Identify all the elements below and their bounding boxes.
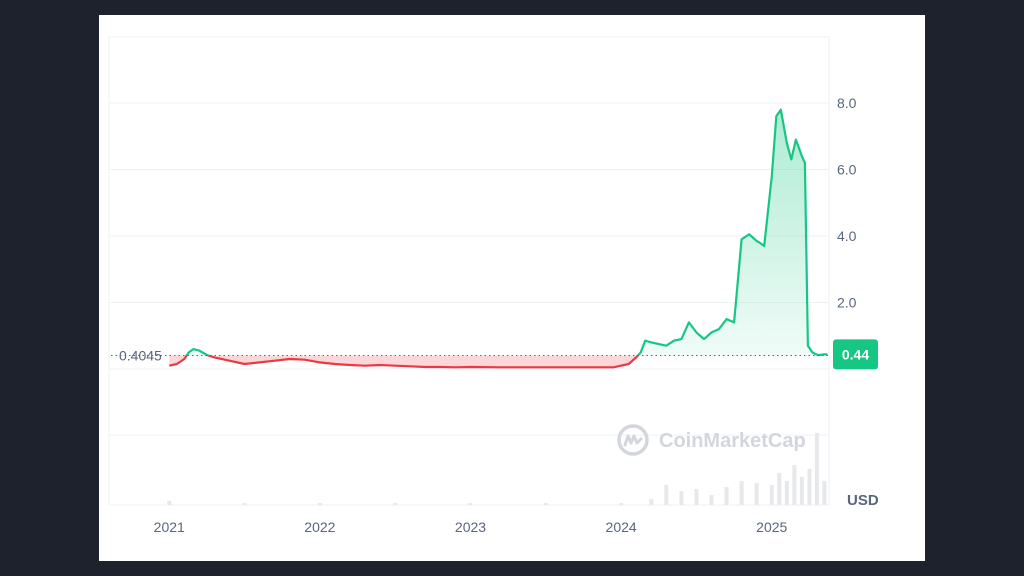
- volume-bar: [679, 491, 684, 505]
- current-price-badge: 0.44: [833, 339, 878, 370]
- x-axis: 2021 2022 2023 2024 2025: [154, 519, 788, 535]
- volume-bar: [468, 503, 473, 505]
- volume-bar: [739, 481, 744, 505]
- y-tick-label: 2.0: [837, 295, 857, 311]
- coinmarketcap-watermark: CoinMarketCap: [617, 424, 806, 456]
- chart-panel: CoinMarketCap 0.4045 0.44 2.0 4.0 6.0 8.0 2…: [99, 15, 925, 561]
- volume-bar: [822, 481, 827, 505]
- current-price-text: 0.44: [842, 346, 869, 362]
- volume-bar: [664, 485, 669, 505]
- volume-bar: [167, 501, 172, 505]
- volume-bar: [792, 465, 797, 505]
- volume-bar: [317, 503, 322, 505]
- volume-bar: [799, 477, 804, 505]
- x-tick-label: 2024: [606, 519, 637, 535]
- watermark-text: CoinMarketCap: [659, 430, 806, 452]
- volume-bar: [543, 503, 548, 505]
- y-tick-label: 8.0: [837, 95, 857, 111]
- x-tick-label: 2025: [756, 519, 787, 535]
- volume-bar: [784, 481, 789, 505]
- price-line-up: [185, 108, 828, 356]
- volume-bar: [754, 483, 759, 505]
- volume-bar: [814, 433, 819, 505]
- x-tick-label: 2021: [154, 519, 185, 535]
- reference-price-label: 0.4045: [119, 348, 162, 364]
- coinmarketcap-logo-icon: [617, 424, 649, 456]
- volume-bar: [807, 469, 812, 505]
- x-tick-label: 2023: [455, 519, 486, 535]
- y-axis: 2.0 4.0 6.0 8.0: [837, 95, 857, 311]
- volume-bar: [242, 503, 247, 505]
- volume-bars: [167, 433, 827, 505]
- y-tick-label: 6.0: [837, 162, 857, 178]
- volume-bar: [649, 499, 654, 505]
- price-line-down: [169, 355, 825, 369]
- y-tick-label: 4.0: [837, 228, 857, 244]
- area-fill-down: [169, 355, 828, 368]
- volume-bar: [694, 489, 699, 505]
- volume-bar: [724, 487, 729, 505]
- volume-bar: [777, 473, 782, 505]
- volume-bar: [709, 495, 714, 505]
- volume-bar: [619, 503, 624, 505]
- volume-bar: [769, 485, 774, 505]
- price-chart[interactable]: CoinMarketCap 0.4045 0.44 2.0 4.0 6.0 8.0 2…: [99, 15, 925, 561]
- x-tick-label: 2022: [304, 519, 335, 535]
- currency-unit-label: USD: [847, 492, 879, 509]
- area-fill-up: [186, 109, 828, 356]
- volume-bar: [393, 503, 398, 505]
